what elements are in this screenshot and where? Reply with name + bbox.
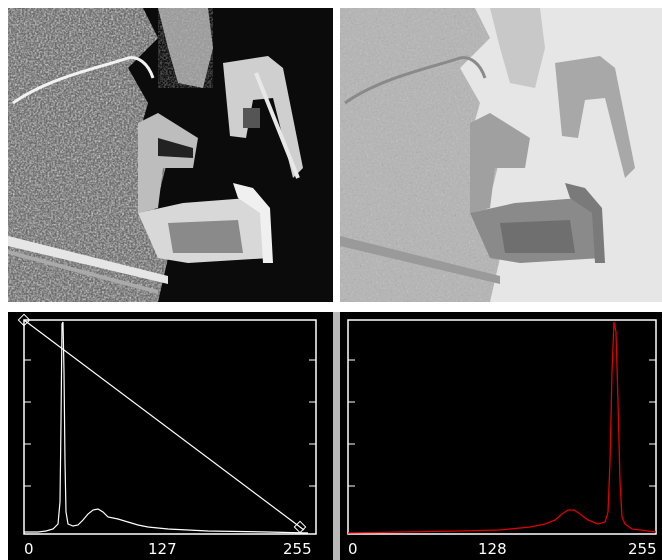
histogram-curve — [24, 321, 309, 534]
x-tick-label: 127 — [148, 540, 177, 558]
original-histogram-panel: 0 127 255 — [8, 312, 333, 560]
x-tick-label: 128 — [478, 540, 507, 558]
transfer-start-handle[interactable] — [17, 313, 31, 327]
x-tick-label: 255 — [283, 540, 312, 558]
processed-histogram-panel: 0 128 255 — [340, 312, 662, 560]
x-tick-label: 0 — [348, 540, 358, 558]
transfer-end-handle[interactable] — [293, 520, 307, 534]
histogram-curve — [347, 321, 657, 534]
x-tick-label: 255 — [628, 540, 657, 558]
x-tick-label: 0 — [24, 540, 34, 558]
histogram-frame — [347, 319, 657, 535]
histogram-divider — [333, 312, 340, 560]
histogram-frame — [23, 319, 317, 535]
processed-satellite-image — [340, 8, 662, 302]
transfer-curve-line[interactable] — [23, 319, 305, 531]
original-satellite-image — [8, 8, 333, 302]
